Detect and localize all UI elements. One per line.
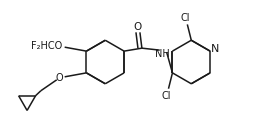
Text: O: O bbox=[56, 73, 63, 83]
Text: F₂HCO: F₂HCO bbox=[31, 41, 62, 51]
Text: Cl: Cl bbox=[180, 13, 190, 22]
Text: Cl: Cl bbox=[162, 91, 171, 101]
Text: NH: NH bbox=[155, 49, 170, 59]
Text: N: N bbox=[211, 44, 219, 54]
Text: O: O bbox=[134, 22, 142, 32]
